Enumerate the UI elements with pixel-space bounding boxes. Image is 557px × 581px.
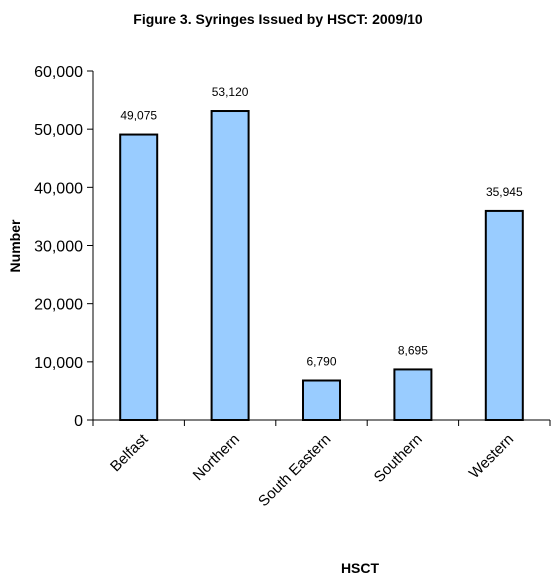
- y-tick-label: 20,000: [34, 297, 83, 314]
- y-tick-label: 10,000: [34, 355, 83, 372]
- data-label: 6,790: [306, 355, 336, 369]
- y-tick-label: 30,000: [34, 239, 83, 256]
- x-axis-title: HSCT: [341, 560, 380, 576]
- data-label: 49,075: [120, 109, 157, 123]
- x-category-label: Belfast: [107, 430, 152, 475]
- data-label: 35,945: [486, 185, 523, 199]
- bar-south-eastern: [302, 379, 341, 421]
- x-axis-ticks: Belfast Northern South Eastern Southern West…: [92, 420, 551, 510]
- data-labels: 49,075 53,120 6,790 8,695 35,945: [120, 85, 523, 368]
- bar-southern: [393, 368, 433, 421]
- y-axis-ticks: 0 10,000 20,000 30,000 40,000 50,000 60,000: [34, 64, 93, 430]
- bars: [119, 110, 524, 421]
- bar-western: [484, 209, 524, 421]
- x-category-label: South Eastern: [255, 431, 334, 510]
- data-label: 8,695: [398, 343, 428, 357]
- bar-belfast: [119, 133, 159, 421]
- y-tick-label: 0: [74, 413, 83, 430]
- x-category-label: Western: [466, 431, 517, 482]
- bar-northern: [210, 110, 250, 421]
- y-tick-label: 60,000: [34, 64, 83, 81]
- y-tick-label: 40,000: [34, 180, 83, 197]
- chart-title: Figure 3. Syringes Issued by HSCT: 2009/…: [133, 11, 423, 27]
- y-tick-label: 50,000: [34, 122, 83, 139]
- y-axis-title: Number: [7, 219, 23, 272]
- x-category-label: Southern: [371, 431, 426, 486]
- x-category-label: Northern: [190, 431, 243, 484]
- data-label: 53,120: [212, 85, 249, 99]
